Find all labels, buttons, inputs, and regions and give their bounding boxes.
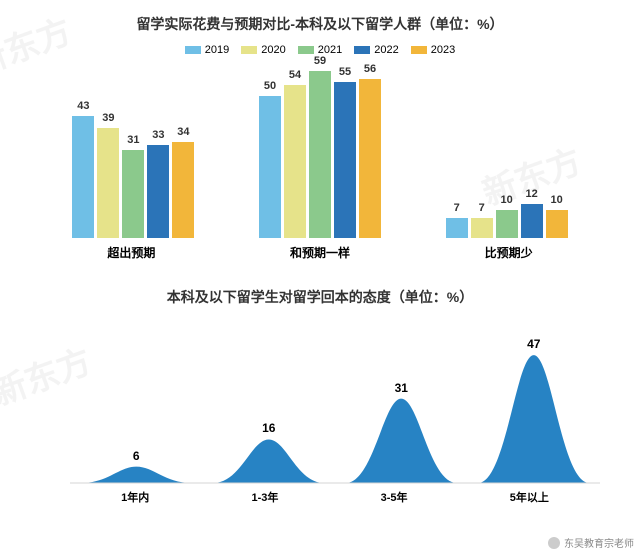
legend-label: 2023 <box>431 44 455 56</box>
bar-chart-plot: 4339313334505459555677101210 <box>40 68 600 238</box>
bar-xlabel: 和预期一样 <box>290 244 350 261</box>
area-chart-plot: 6 16 31 47 <box>70 325 600 485</box>
bar-value-label: 55 <box>339 66 351 78</box>
area-chart-title: 本科及以下留学生对留学回本的态度（单位：%） <box>0 287 640 307</box>
legend-swatch <box>241 46 257 54</box>
bar-value-label: 50 <box>264 80 276 92</box>
bar-value-label: 10 <box>551 194 563 206</box>
legend-swatch <box>354 46 370 54</box>
area-xlabel: 3-5年 <box>381 489 408 505</box>
bar-value-label: 34 <box>177 126 189 138</box>
bar-value-label: 10 <box>501 194 513 206</box>
legend-item: 2023 <box>411 44 455 56</box>
bar-value-label: 56 <box>364 63 376 75</box>
area-chart-svg <box>70 325 600 485</box>
legend-swatch <box>298 46 314 54</box>
bar: 10 <box>546 210 568 238</box>
bar-value-label: 12 <box>526 188 538 200</box>
legend-swatch <box>185 46 201 54</box>
bar: 10 <box>496 210 518 238</box>
bar: 7 <box>446 218 468 238</box>
bar-xlabel: 超出预期 <box>107 244 155 261</box>
area-value-label: 6 <box>133 449 140 463</box>
bar-xlabel: 比预期少 <box>485 244 533 261</box>
footer-avatar-icon <box>548 537 560 549</box>
bar: 12 <box>521 204 543 238</box>
bar: 56 <box>359 79 381 238</box>
bar: 7 <box>471 218 493 238</box>
bar-group: 4339313334 <box>72 68 194 238</box>
bar-chart-title: 留学实际花费与预期对比-本科及以下留学人群（单位：%） <box>0 14 640 34</box>
bar-chart: 留学实际花费与预期对比-本科及以下留学人群（单位：%） 201920202021… <box>0 0 640 261</box>
area-xlabel: 1-3年 <box>251 489 278 505</box>
area-chart: 本科及以下留学生对留学回本的态度（单位：%） 6 16 31 47 1年内 1-3年 3-… <box>0 287 640 505</box>
bar: 39 <box>97 128 119 239</box>
bar-value-label: 54 <box>289 69 301 81</box>
bar-value-label: 59 <box>314 55 326 67</box>
bar: 43 <box>72 116 94 238</box>
bar-group: 5054595556 <box>259 68 381 238</box>
bar: 59 <box>309 71 331 238</box>
bar: 55 <box>334 82 356 238</box>
area-value-label: 16 <box>262 421 275 435</box>
area-xlabel: 5年以上 <box>510 489 549 505</box>
bar: 50 <box>259 96 281 238</box>
bar: 31 <box>122 150 144 238</box>
footer-text: 东吴教育宗老师 <box>564 535 634 550</box>
area-xlabel: 1年内 <box>121 489 149 505</box>
legend-swatch <box>411 46 427 54</box>
bar-value-label: 7 <box>454 202 460 214</box>
legend-item: 2022 <box>354 44 398 56</box>
bar: 34 <box>172 142 194 238</box>
bar: 33 <box>147 145 169 239</box>
bar-value-label: 39 <box>102 112 114 124</box>
bar: 54 <box>284 85 306 238</box>
bar-chart-xlabels: 超出预期 和预期一样 比预期少 <box>40 244 600 261</box>
legend-item: 2020 <box>241 44 285 56</box>
area-fill <box>81 355 590 483</box>
legend-label: 2020 <box>261 44 285 56</box>
area-chart-xlabels: 1年内 1-3年 3-5年 5年以上 <box>70 489 600 505</box>
bar-value-label: 7 <box>479 202 485 214</box>
legend-label: 2019 <box>205 44 229 56</box>
area-value-label: 47 <box>527 337 540 351</box>
bar-value-label: 31 <box>127 134 139 146</box>
bar-value-label: 43 <box>77 100 89 112</box>
bar-group: 77101210 <box>446 68 568 238</box>
footer-credit: 东吴教育宗老师 <box>548 535 634 550</box>
legend-label: 2022 <box>374 44 398 56</box>
bar-value-label: 33 <box>152 129 164 141</box>
area-value-label: 31 <box>395 381 408 395</box>
legend-item: 2019 <box>185 44 229 56</box>
